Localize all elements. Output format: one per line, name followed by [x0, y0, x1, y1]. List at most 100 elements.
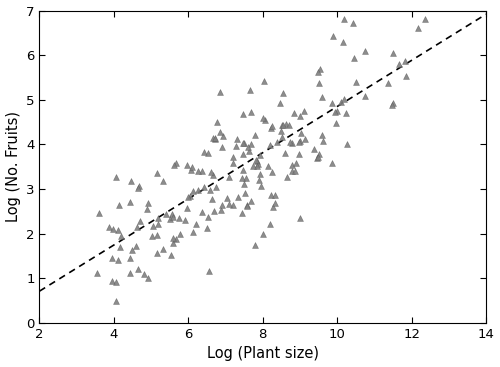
Point	[186, 193, 194, 199]
Point	[209, 172, 217, 178]
Point	[153, 250, 161, 256]
Point	[112, 279, 120, 284]
Point	[143, 206, 151, 212]
Point	[273, 139, 281, 145]
Point	[183, 161, 191, 167]
Point	[230, 155, 237, 160]
Point	[290, 110, 298, 116]
Point	[422, 17, 430, 22]
Point	[328, 100, 336, 106]
Point	[144, 200, 152, 206]
Point	[168, 211, 176, 217]
Point	[328, 160, 336, 166]
Point	[315, 80, 323, 86]
Point	[337, 99, 345, 105]
Point	[207, 169, 215, 175]
Point	[254, 161, 262, 167]
Point	[246, 199, 254, 204]
Point	[278, 122, 286, 128]
Point	[250, 132, 258, 138]
Point	[240, 181, 248, 187]
Point	[270, 204, 278, 210]
Point	[159, 178, 167, 184]
Point	[280, 90, 287, 96]
Point	[206, 187, 214, 193]
Point	[114, 202, 122, 208]
Point	[246, 148, 254, 153]
Point	[128, 247, 136, 253]
Point	[181, 217, 189, 223]
Point	[300, 108, 308, 114]
Point	[188, 164, 196, 170]
Point	[264, 163, 272, 169]
Point	[116, 244, 124, 250]
Point	[329, 33, 337, 39]
Point	[267, 192, 275, 198]
Point	[189, 229, 197, 235]
Point	[247, 141, 255, 147]
Point	[152, 170, 160, 176]
Point	[166, 217, 174, 222]
Point	[342, 110, 350, 116]
Point	[212, 184, 220, 190]
Point	[267, 124, 275, 130]
Point	[239, 151, 247, 157]
Point	[167, 252, 175, 258]
Point	[248, 164, 256, 170]
Point	[286, 139, 294, 145]
Point	[154, 215, 162, 221]
Point	[206, 269, 214, 275]
Point	[296, 151, 304, 157]
Point	[218, 144, 226, 150]
Point	[314, 69, 322, 75]
Point	[238, 210, 246, 216]
Point	[247, 109, 255, 115]
Point	[361, 48, 369, 54]
Point	[253, 158, 261, 164]
Point	[95, 210, 103, 216]
Point	[268, 123, 276, 129]
Point	[154, 221, 162, 227]
Point	[240, 140, 248, 146]
Point	[126, 200, 134, 206]
Point	[414, 25, 422, 30]
Point	[114, 257, 122, 263]
Point	[276, 99, 283, 105]
Point	[144, 275, 152, 281]
Point	[132, 243, 140, 249]
Point	[266, 221, 274, 227]
Point	[232, 143, 240, 149]
Point	[239, 167, 247, 173]
Point	[194, 168, 202, 174]
Point	[208, 196, 216, 202]
Point	[170, 214, 177, 220]
Point	[210, 135, 218, 141]
Point	[204, 150, 212, 156]
Point	[204, 225, 212, 230]
Point	[288, 162, 296, 168]
Point	[271, 192, 279, 198]
Point	[198, 209, 206, 215]
Point	[296, 113, 304, 119]
Point	[228, 203, 236, 208]
Point	[296, 215, 304, 221]
Point	[388, 102, 396, 108]
Point	[283, 174, 291, 180]
Point	[278, 128, 285, 134]
Point	[246, 87, 254, 93]
Point	[170, 240, 177, 246]
Point	[114, 227, 122, 233]
Point	[340, 17, 348, 22]
Point	[225, 201, 233, 207]
Point	[258, 231, 266, 237]
Point	[296, 138, 304, 143]
Point	[360, 93, 368, 99]
Point	[292, 160, 300, 166]
Point	[116, 233, 124, 239]
Point	[175, 215, 183, 221]
Point	[291, 168, 299, 174]
Point	[348, 20, 356, 26]
Point	[257, 183, 265, 189]
Point	[314, 155, 322, 160]
Point	[334, 108, 342, 114]
